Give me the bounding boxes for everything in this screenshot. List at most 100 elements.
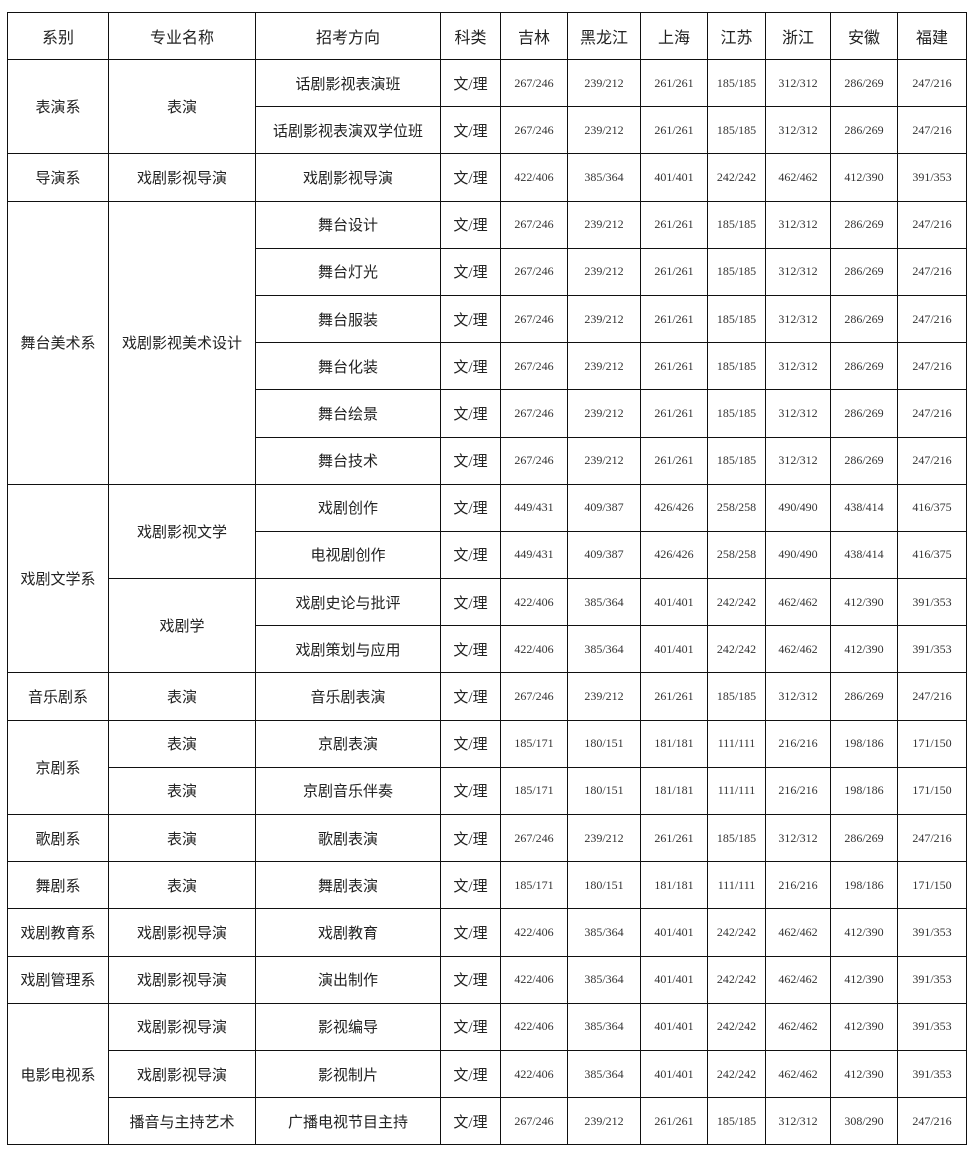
score-cell: 261/261 — [640, 436, 708, 485]
score-cell: 111/111 — [707, 766, 766, 816]
direction-cell: 歌剧表演 — [255, 813, 441, 863]
major-cell: 表演 — [108, 861, 256, 910]
score-cell: 111/111 — [707, 861, 766, 910]
score-cell: 180/151 — [567, 719, 641, 768]
score-cell: 239/212 — [567, 672, 641, 721]
header-cell: 安徽 — [830, 12, 898, 60]
score-cell: 239/212 — [567, 247, 641, 296]
score-cell: 181/181 — [640, 719, 708, 768]
score-cell: 286/269 — [830, 58, 898, 108]
direction-cell: 演出制作 — [255, 955, 441, 1004]
major-cell: 表演 — [108, 766, 256, 816]
table-row: 戏剧学 戏剧史论与批评 文/理 422/406 385/364 401/401 242/24… — [8, 578, 967, 674]
score-cell: 426/426 — [640, 530, 708, 580]
score-cell: 462/462 — [765, 955, 831, 1004]
score-table: 系别 专业名称 招考方向 科类 吉林 黑龙江 上海 江苏 浙江 安徽 福建 表演系 表演 话剧影视表演班… — [7, 12, 967, 1146]
major-cell: 戏剧影视导演 — [108, 1002, 256, 1051]
department-cell: 京剧系 — [7, 719, 109, 816]
table-row: 舞台服装 文/理 267/246 239/212 261/261 185/185 312/3… — [8, 294, 967, 344]
category-cell: 文/理 — [440, 625, 501, 674]
major-cell: 戏剧学 — [108, 578, 256, 674]
score-cell: 247/216 — [897, 106, 967, 155]
category-cell: 文/理 — [440, 389, 501, 438]
table-row: 播音与主持艺术 广播电视节目主持 文/理 267/246 239/212 261/261 1… — [8, 1097, 967, 1146]
score-cell: 242/242 — [707, 908, 766, 957]
score-cell: 391/353 — [897, 908, 967, 957]
department-cell: 戏剧教育系 — [7, 908, 109, 957]
table-row: 戏剧教育系 戏剧影视导演 戏剧教育 文/理 422/406 385/364 401/401 2… — [7, 908, 967, 957]
direction-cell: 舞台技术 — [255, 436, 441, 485]
score-cell: 312/312 — [765, 58, 831, 108]
category-cell: 文/理 — [440, 908, 501, 957]
table-row: 舞台化装 文/理 267/246 239/212 261/261 185/185 312/3… — [8, 342, 967, 391]
score-cell: 247/216 — [897, 436, 967, 485]
score-cell: 239/212 — [567, 106, 641, 155]
score-cell: 185/185 — [707, 294, 766, 344]
table-row: 表演系 表演 话剧影视表演班 文/理 267/246 239/212 261/261 185/… — [7, 58, 967, 155]
direction-cell: 电视剧创作 — [255, 530, 441, 580]
score-cell: 412/390 — [830, 578, 898, 627]
major-cell: 戏剧影视导演 — [108, 153, 256, 202]
category-cell: 文/理 — [440, 530, 501, 580]
score-cell: 385/364 — [567, 1049, 641, 1099]
score-cell: 261/261 — [640, 342, 708, 391]
table-row: 京剧系 表演 京剧表演 文/理 185/171 180/151 181/181 111/111… — [7, 719, 967, 816]
header-cell: 系别 — [7, 12, 109, 60]
score-cell: 308/290 — [830, 1097, 898, 1146]
score-cell: 181/181 — [640, 861, 708, 910]
table-row: 戏剧影视导演 影视制片 文/理 422/406 385/364 401/401 242/24… — [8, 1049, 967, 1099]
score-cell: 462/462 — [765, 153, 831, 202]
score-cell: 391/353 — [897, 153, 967, 202]
category-cell: 文/理 — [440, 153, 501, 202]
major-cell: 戏剧影视文学 — [108, 483, 256, 580]
category-cell: 文/理 — [440, 342, 501, 391]
direction-cell: 舞台设计 — [255, 200, 441, 249]
score-cell: 412/390 — [830, 1002, 898, 1051]
score-cell: 409/387 — [567, 483, 641, 532]
score-cell: 247/216 — [897, 389, 967, 438]
score-cell: 181/181 — [640, 766, 708, 816]
header-cell: 吉林 — [500, 12, 568, 60]
score-cell: 185/185 — [707, 813, 766, 863]
direction-cell: 舞台灯光 — [255, 247, 441, 296]
score-cell: 247/216 — [897, 672, 967, 721]
category-cell: 文/理 — [440, 483, 501, 532]
score-cell: 242/242 — [707, 578, 766, 627]
table-row: 戏剧策划与应用 文/理 422/406 385/364 401/401 242/242 46… — [8, 625, 967, 674]
score-cell: 185/171 — [500, 766, 568, 816]
major-cell: 表演 — [108, 813, 256, 863]
table-row: 舞台灯光 文/理 267/246 239/212 261/261 185/185 312/3… — [8, 247, 967, 296]
score-cell: 239/212 — [567, 389, 641, 438]
header-cell: 福建 — [897, 12, 967, 60]
category-cell: 文/理 — [440, 1002, 501, 1051]
score-cell: 216/216 — [765, 766, 831, 816]
table-row: 舞台绘景 文/理 267/246 239/212 261/261 185/185 312/3… — [8, 389, 967, 438]
direction-cell: 舞台绘景 — [255, 389, 441, 438]
score-cell: 312/312 — [765, 813, 831, 863]
score-cell: 261/261 — [640, 106, 708, 155]
major-cell: 戏剧影视导演 — [108, 1049, 256, 1099]
table-row: 歌剧系 表演 歌剧表演 文/理 267/246 239/212 261/261 185/185… — [7, 813, 967, 863]
header-cell: 上海 — [640, 12, 708, 60]
score-cell: 401/401 — [640, 1002, 708, 1051]
direction-cell: 话剧影视表演双学位班 — [255, 106, 441, 155]
score-cell: 401/401 — [640, 955, 708, 1004]
score-cell: 312/312 — [765, 436, 831, 485]
major-cell: 戏剧影视导演 — [108, 908, 256, 957]
header-cell: 专业名称 — [108, 12, 256, 60]
score-cell: 242/242 — [707, 625, 766, 674]
score-cell: 422/406 — [500, 153, 568, 202]
score-cell: 242/242 — [707, 1049, 766, 1099]
score-cell: 180/151 — [567, 861, 641, 910]
direction-cell: 影视编导 — [255, 1002, 441, 1051]
table-row: 电影电视系 戏剧影视导演 影视编导 文/理 422/406 385/364 401/401 2… — [7, 1002, 967, 1146]
table-row: 表演 京剧音乐伴奏 文/理 185/171 180/151 181/181 111/111 2… — [8, 766, 967, 816]
department-cell: 表演系 — [7, 58, 109, 155]
score-cell: 247/216 — [897, 813, 967, 863]
header-cell: 江苏 — [707, 12, 766, 60]
score-cell: 385/364 — [567, 153, 641, 202]
major-cell: 戏剧影视美术设计 — [108, 200, 256, 485]
score-cell: 412/390 — [830, 955, 898, 1004]
category-cell: 文/理 — [440, 294, 501, 344]
